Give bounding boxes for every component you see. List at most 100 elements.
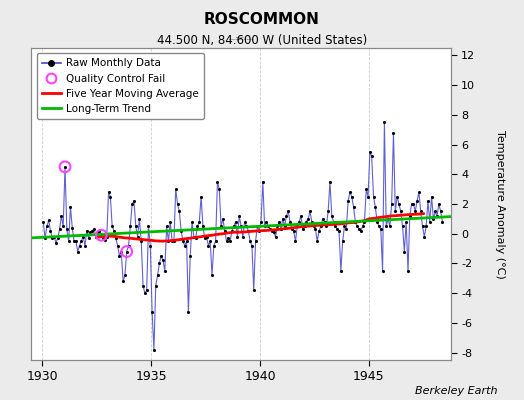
- Point: [378, 268, 387, 274]
- Point: [373, 219, 381, 225]
- Point: [123, 248, 131, 255]
- Point: [202, 234, 211, 240]
- Point: [130, 198, 138, 204]
- Point: [355, 226, 363, 232]
- Point: [306, 208, 314, 215]
- Point: [238, 234, 247, 240]
- Point: [438, 219, 446, 225]
- Point: [295, 219, 303, 225]
- Point: [340, 223, 348, 230]
- Point: [398, 223, 407, 230]
- Point: [377, 226, 385, 232]
- Point: [293, 223, 301, 230]
- Point: [418, 223, 427, 230]
- Point: [255, 228, 264, 234]
- Point: [322, 223, 331, 230]
- Point: [393, 193, 401, 200]
- Point: [50, 234, 58, 240]
- Point: [284, 208, 292, 215]
- Point: [161, 268, 169, 274]
- Point: [425, 219, 434, 225]
- Point: [123, 248, 131, 255]
- Point: [408, 201, 416, 207]
- Point: [104, 189, 113, 195]
- Point: [164, 238, 172, 244]
- Point: [391, 208, 399, 215]
- Point: [144, 223, 152, 230]
- Point: [199, 223, 207, 230]
- Point: [64, 238, 73, 244]
- Point: [282, 213, 291, 219]
- Point: [380, 119, 389, 126]
- Point: [52, 240, 60, 246]
- Point: [154, 272, 162, 278]
- Point: [88, 228, 96, 234]
- Point: [241, 219, 249, 225]
- Point: [330, 219, 338, 225]
- Point: [97, 232, 105, 238]
- Point: [271, 234, 280, 240]
- Point: [171, 186, 180, 192]
- Point: [166, 219, 174, 225]
- Point: [101, 236, 109, 243]
- Point: [289, 228, 298, 234]
- Point: [150, 346, 158, 353]
- Point: [414, 189, 423, 195]
- Point: [319, 216, 327, 222]
- Point: [186, 253, 194, 259]
- Point: [417, 208, 425, 215]
- Point: [406, 213, 414, 219]
- Point: [215, 186, 223, 192]
- Point: [137, 238, 146, 244]
- Point: [106, 193, 115, 200]
- Point: [302, 219, 311, 225]
- Point: [328, 213, 336, 219]
- Point: [320, 219, 329, 225]
- Point: [93, 229, 102, 236]
- Point: [139, 282, 147, 289]
- Point: [371, 204, 379, 210]
- Point: [286, 219, 294, 225]
- Point: [103, 234, 111, 240]
- Point: [331, 223, 340, 230]
- Point: [434, 201, 443, 207]
- Title: ROSCOMMON
44.500 N, 84.600 W (United States): ROSCOMMON 44.500 N, 84.600 W (United Sta…: [228, 37, 254, 40]
- Point: [81, 242, 89, 249]
- Point: [86, 229, 95, 236]
- Point: [411, 208, 419, 215]
- Legend: Raw Monthly Data, Quality Control Fail, Five Year Moving Average, Long-Term Tren: Raw Monthly Data, Quality Control Fail, …: [37, 53, 204, 119]
- Point: [268, 228, 276, 234]
- Point: [181, 242, 189, 249]
- Point: [366, 149, 374, 155]
- Point: [308, 219, 316, 225]
- Point: [208, 272, 216, 278]
- Point: [140, 290, 149, 296]
- Point: [351, 219, 359, 225]
- Point: [83, 228, 91, 234]
- Point: [46, 228, 54, 234]
- Point: [429, 216, 438, 222]
- Point: [269, 229, 278, 236]
- Point: [275, 219, 283, 225]
- Point: [68, 224, 77, 231]
- Point: [375, 223, 383, 230]
- Point: [39, 219, 48, 225]
- Point: [151, 282, 160, 289]
- Point: [310, 223, 318, 230]
- Point: [53, 235, 62, 241]
- Point: [135, 216, 144, 222]
- Point: [126, 223, 135, 230]
- Point: [117, 248, 125, 255]
- Point: [193, 223, 202, 230]
- Point: [84, 235, 93, 241]
- Point: [237, 223, 245, 230]
- Point: [362, 186, 370, 192]
- Point: [73, 248, 82, 255]
- Text: 44.500 N, 84.600 W (United States): 44.500 N, 84.600 W (United States): [157, 34, 367, 47]
- Point: [201, 235, 209, 241]
- Point: [132, 223, 140, 230]
- Point: [173, 201, 182, 207]
- Point: [219, 216, 227, 222]
- Point: [404, 268, 412, 274]
- Point: [369, 193, 378, 200]
